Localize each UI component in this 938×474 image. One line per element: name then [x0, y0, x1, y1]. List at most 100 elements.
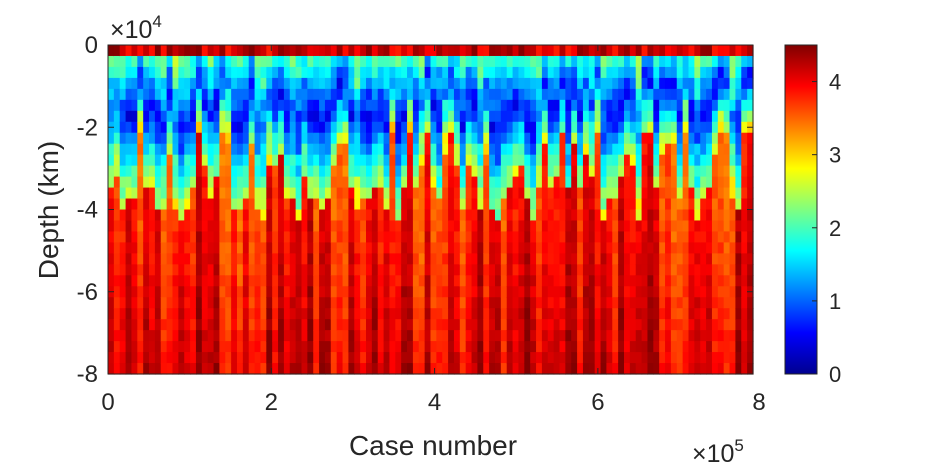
heatmap-cell: [483, 176, 490, 189]
heatmap-cell: [172, 45, 179, 57]
heatmap-cell: [195, 198, 203, 211]
heatmap-cell: [436, 77, 443, 90]
heatmap-cell: [500, 132, 508, 145]
heatmap-cell: [401, 264, 408, 276]
heatmap-cell: [330, 220, 338, 233]
heatmap-cell: [307, 154, 314, 167]
heatmap-cell: [665, 121, 672, 134]
heatmap-cell: [688, 308, 695, 320]
heatmap-cell: [336, 176, 344, 189]
heatmap-cell: [242, 110, 250, 123]
heatmap-cell: [653, 99, 660, 112]
heatmap-cell: [295, 132, 303, 145]
heatmap-cell: [160, 231, 168, 243]
heatmap-cell: [442, 45, 449, 57]
heatmap-cell: [618, 165, 625, 178]
heatmap-cell: [688, 275, 695, 287]
heatmap-cell: [119, 341, 127, 353]
heatmap-cell: [717, 165, 725, 178]
heatmap-cell: [248, 176, 256, 189]
heatmap-cell: [366, 264, 373, 276]
heatmap-cell: [225, 297, 232, 309]
heatmap-cell: [459, 45, 467, 57]
heatmap-cell: [559, 154, 566, 167]
heatmap-cell: [231, 154, 238, 167]
heatmap-cell: [401, 319, 408, 331]
heatmap-cell: [518, 154, 525, 167]
heatmap-cell: [547, 308, 555, 320]
heatmap-cell: [670, 77, 678, 90]
heatmap-cell: [618, 45, 625, 57]
heatmap-cell: [248, 297, 256, 309]
heatmap-cell: [747, 77, 754, 90]
heatmap-cell: [500, 165, 508, 178]
heatmap-cell: [178, 187, 185, 200]
heatmap-cell: [237, 330, 244, 342]
heatmap-cell: [237, 352, 244, 364]
heatmap-cell: [166, 352, 174, 364]
heatmap-cell: [401, 330, 408, 342]
heatmap-cell: [600, 99, 608, 112]
heatmap-cell: [348, 319, 355, 331]
heatmap-cell: [201, 66, 209, 79]
heatmap-cell: [430, 99, 437, 112]
heatmap-cell: [418, 176, 426, 189]
heatmap-cell: [448, 88, 455, 101]
heatmap-cell: [688, 220, 695, 233]
heatmap-cell: [260, 110, 267, 123]
heatmap-cell: [237, 55, 244, 68]
heatmap-cell: [242, 363, 250, 375]
heatmap-cell: [131, 55, 138, 68]
heatmap-cell: [119, 198, 127, 211]
heatmap-cell: [424, 132, 432, 145]
heatmap-cell: [324, 154, 332, 167]
heatmap-cell: [500, 352, 508, 364]
heatmap-cell: [207, 176, 215, 189]
heatmap-cell: [635, 297, 643, 309]
heatmap-cell: [536, 308, 543, 320]
heatmap-cell: [190, 154, 197, 167]
heatmap-cell: [624, 231, 631, 243]
heatmap-cell: [248, 275, 256, 287]
heatmap-cell: [354, 319, 361, 331]
heatmap-cell: [213, 176, 221, 189]
heatmap-cell: [670, 165, 678, 178]
heatmap-cell: [489, 132, 496, 145]
heatmap-cell: [231, 45, 238, 57]
heatmap-cell: [301, 110, 308, 123]
heatmap-cell: [653, 187, 660, 200]
heatmap-cell: [172, 55, 179, 68]
heatmap-cell: [342, 264, 350, 276]
heatmap-cell: [676, 55, 684, 68]
heatmap-cell: [506, 319, 514, 331]
heatmap-cell: [676, 209, 684, 222]
heatmap-cell: [330, 275, 338, 287]
heatmap-cell: [665, 242, 672, 254]
heatmap-cell: [418, 143, 426, 156]
heatmap-cell: [553, 55, 561, 68]
heatmap-cell: [154, 99, 162, 112]
heatmap-cell: [594, 121, 602, 134]
heatmap-cell: [641, 341, 649, 353]
heatmap-cell: [670, 110, 678, 123]
heatmap-cell: [149, 165, 156, 178]
heatmap-cell: [711, 297, 719, 309]
heatmap-cell: [430, 264, 437, 276]
heatmap-cell: [383, 88, 391, 101]
heatmap-cell: [137, 242, 144, 254]
heatmap-cell: [213, 220, 221, 233]
heatmap-cell: [108, 330, 115, 342]
heatmap-cell: [324, 143, 332, 156]
heatmap-cell: [301, 99, 308, 112]
heatmap-cell: [178, 209, 185, 222]
heatmap-cell: [237, 165, 244, 178]
heatmap-cell: [506, 363, 514, 375]
heatmap-cell: [190, 275, 197, 287]
heatmap-cell: [377, 143, 385, 156]
heatmap-cell: [119, 66, 127, 79]
heatmap-cell: [260, 319, 267, 331]
heatmap-cell: [366, 308, 373, 320]
heatmap-cell: [366, 198, 373, 211]
heatmap-cell: [289, 297, 297, 309]
heatmap-cell: [741, 121, 748, 134]
